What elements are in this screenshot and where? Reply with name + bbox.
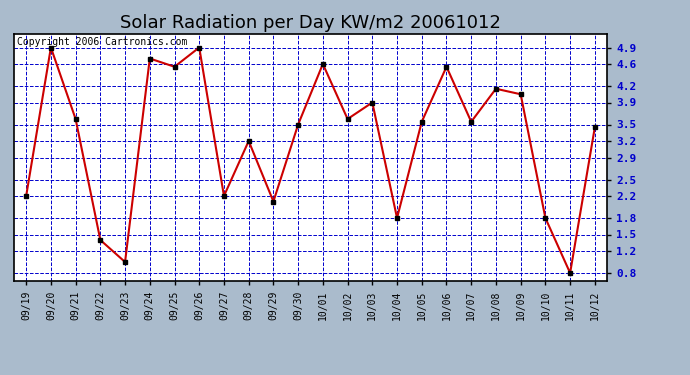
Text: Copyright 2006 Cartronics.com: Copyright 2006 Cartronics.com xyxy=(17,38,187,48)
Title: Solar Radiation per Day KW/m2 20061012: Solar Radiation per Day KW/m2 20061012 xyxy=(120,14,501,32)
